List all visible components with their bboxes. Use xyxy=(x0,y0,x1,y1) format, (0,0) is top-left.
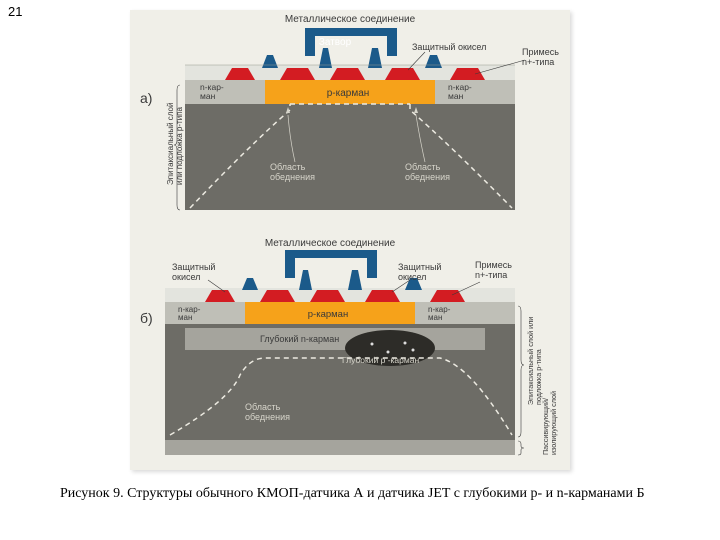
svg-text:Металлическое соединение: Металлическое соединение xyxy=(265,238,396,249)
page-number: 21 xyxy=(8,4,22,19)
panel-a: Металлическое соединение Затвор Защитный… xyxy=(166,14,561,210)
svg-text:Глубокий n-карман: Глубокий n-карман xyxy=(260,334,339,344)
svg-text:Глубокий p -карман: Глубокий p -карман xyxy=(342,355,419,365)
svg-text:Эпитаксиальный слой или: Эпитаксиальный слой или подложка p-типа xyxy=(526,315,543,405)
svg-text:Защитныйокисел: Защитныйокисел xyxy=(398,262,441,282)
svg-text:Металлическое соединение: Металлическое соединение xyxy=(285,14,416,25)
svg-text:Защитный окисел: Защитный окисел xyxy=(412,42,486,52)
svg-text:Пассивирующий/ изолиру: Пассивирующий/ изолирующий слой xyxy=(541,391,558,455)
figure-container: а) б) xyxy=(130,10,570,470)
figure-caption: Рисунок 9. Структуры обычного КМОП-датчи… xyxy=(60,485,700,503)
diagram-svg: Металлическое соединение Затвор Защитный… xyxy=(130,10,570,470)
svg-text:Затвор: Затвор xyxy=(319,37,352,48)
svg-text:Защитныйокисел: Защитныйокисел xyxy=(172,262,215,282)
panel-b-letter: б) xyxy=(140,310,153,326)
panel-a-letter: а) xyxy=(140,90,152,106)
svg-text:p-карман: p-карман xyxy=(327,88,370,99)
svg-text:Эпитаксиальный слой ил: Эпитаксиальный слой или подложка p-типа xyxy=(166,100,184,185)
svg-text:Примесь n+-типа: Примесь n+-типа xyxy=(522,47,561,67)
panel-b: Металлическое соединение Защитныйокисел … xyxy=(165,238,558,455)
svg-text:Примесьn+-типа: Примесьn+-типа xyxy=(475,260,512,280)
svg-text:p-карман: p-карман xyxy=(308,309,348,320)
